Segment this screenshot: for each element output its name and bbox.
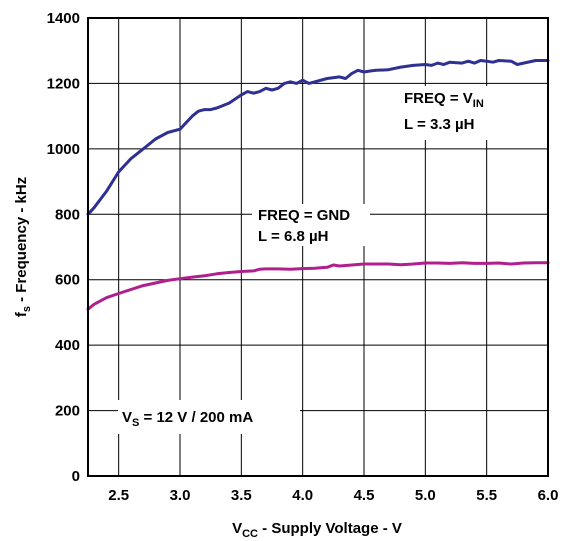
x-axis-label-rest: - Supply Voltage - V — [258, 520, 402, 537]
plot-frame — [87, 17, 549, 477]
y-axis-label-sub: s — [21, 306, 33, 312]
annotation-freq-vin-sub: IN — [473, 98, 484, 110]
y-tick-label: 1200 — [47, 75, 80, 92]
series-line-0 — [86, 59, 550, 216]
x-tick-label: 6.0 — [538, 487, 559, 504]
y-tick-label: 1400 — [47, 10, 80, 27]
x-axis-label: VCC - Supply Voltage - V — [232, 520, 402, 540]
x-tick-label: 2.5 — [108, 487, 129, 504]
annotation-freq-gnd-line2: L = 6.8 µH — [258, 228, 328, 245]
annotation-layer: FREQ = VIN L = 3.3 µH FREQ = GND L = 6.8… — [118, 86, 512, 434]
x-tick-label: 3.0 — [170, 487, 191, 504]
annotation-freq-vin-main: FREQ = V — [404, 90, 473, 107]
y-tick-label: 0 — [72, 468, 80, 485]
x-tick-label: 4.5 — [354, 487, 375, 504]
annotation-vs-sub: S — [132, 417, 139, 429]
annotation-box-freq-gnd — [252, 204, 370, 246]
y-tick-label: 1000 — [47, 141, 80, 158]
series-layer — [86, 59, 550, 311]
annotation-freq-gnd-line1: FREQ = GND — [258, 207, 350, 224]
annotation-vs-rest: = 12 V / 200 mA — [139, 409, 253, 426]
y-axis-label: fs - Frequency - kHz — [13, 177, 33, 317]
y-tick-label: 400 — [55, 337, 80, 354]
x-tick-label: 4.0 — [292, 487, 313, 504]
x-tick-label: 5.5 — [476, 487, 497, 504]
y-tick-label: 600 — [55, 272, 80, 289]
annotation-box-vs — [118, 400, 300, 434]
x-axis-label-main: V — [232, 520, 242, 537]
y-tick-label: 800 — [55, 206, 80, 223]
x-axis-label-sub: CC — [242, 528, 258, 540]
annotation-vs: VS = 12 V / 200 mA — [122, 409, 253, 429]
tick-labels: 2.5 3.0 3.5 4.0 4.5 5.0 5.5 6.0 0 200 400 600 800 100… — [47, 10, 559, 504]
series-line-1 — [86, 261, 550, 311]
annotation-freq-vin-line2: L = 3.3 µH — [404, 116, 474, 133]
x-tick-label: 3.5 — [231, 487, 252, 504]
annotation-freq-vin-line1: FREQ = VIN — [404, 90, 484, 110]
y-axis-label-main: f — [13, 311, 30, 317]
x-tick-label: 5.0 — [415, 487, 436, 504]
annotation-vs-main: V — [122, 409, 132, 426]
y-axis-label-rest: - Frequency - kHz — [13, 177, 30, 306]
y-tick-label: 200 — [55, 403, 80, 420]
annotation-box-freq-vin — [398, 86, 512, 140]
